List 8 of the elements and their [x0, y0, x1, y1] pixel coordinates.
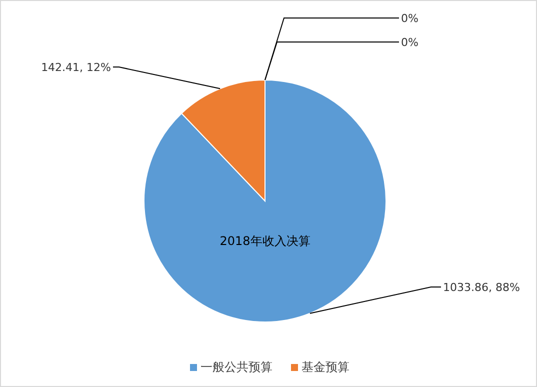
- text: 0%: [401, 36, 418, 49]
- data-label: 142.41, 12%: [41, 61, 111, 74]
- text: 0%: [401, 12, 418, 25]
- pie-slice: [144, 80, 386, 322]
- legend-label: 一般公共预算: [200, 359, 272, 376]
- text: 2018年收入决算: [218, 234, 312, 249]
- legend-label: 基金预算: [302, 359, 350, 376]
- data-label: 1033.86, 88%: [443, 281, 520, 294]
